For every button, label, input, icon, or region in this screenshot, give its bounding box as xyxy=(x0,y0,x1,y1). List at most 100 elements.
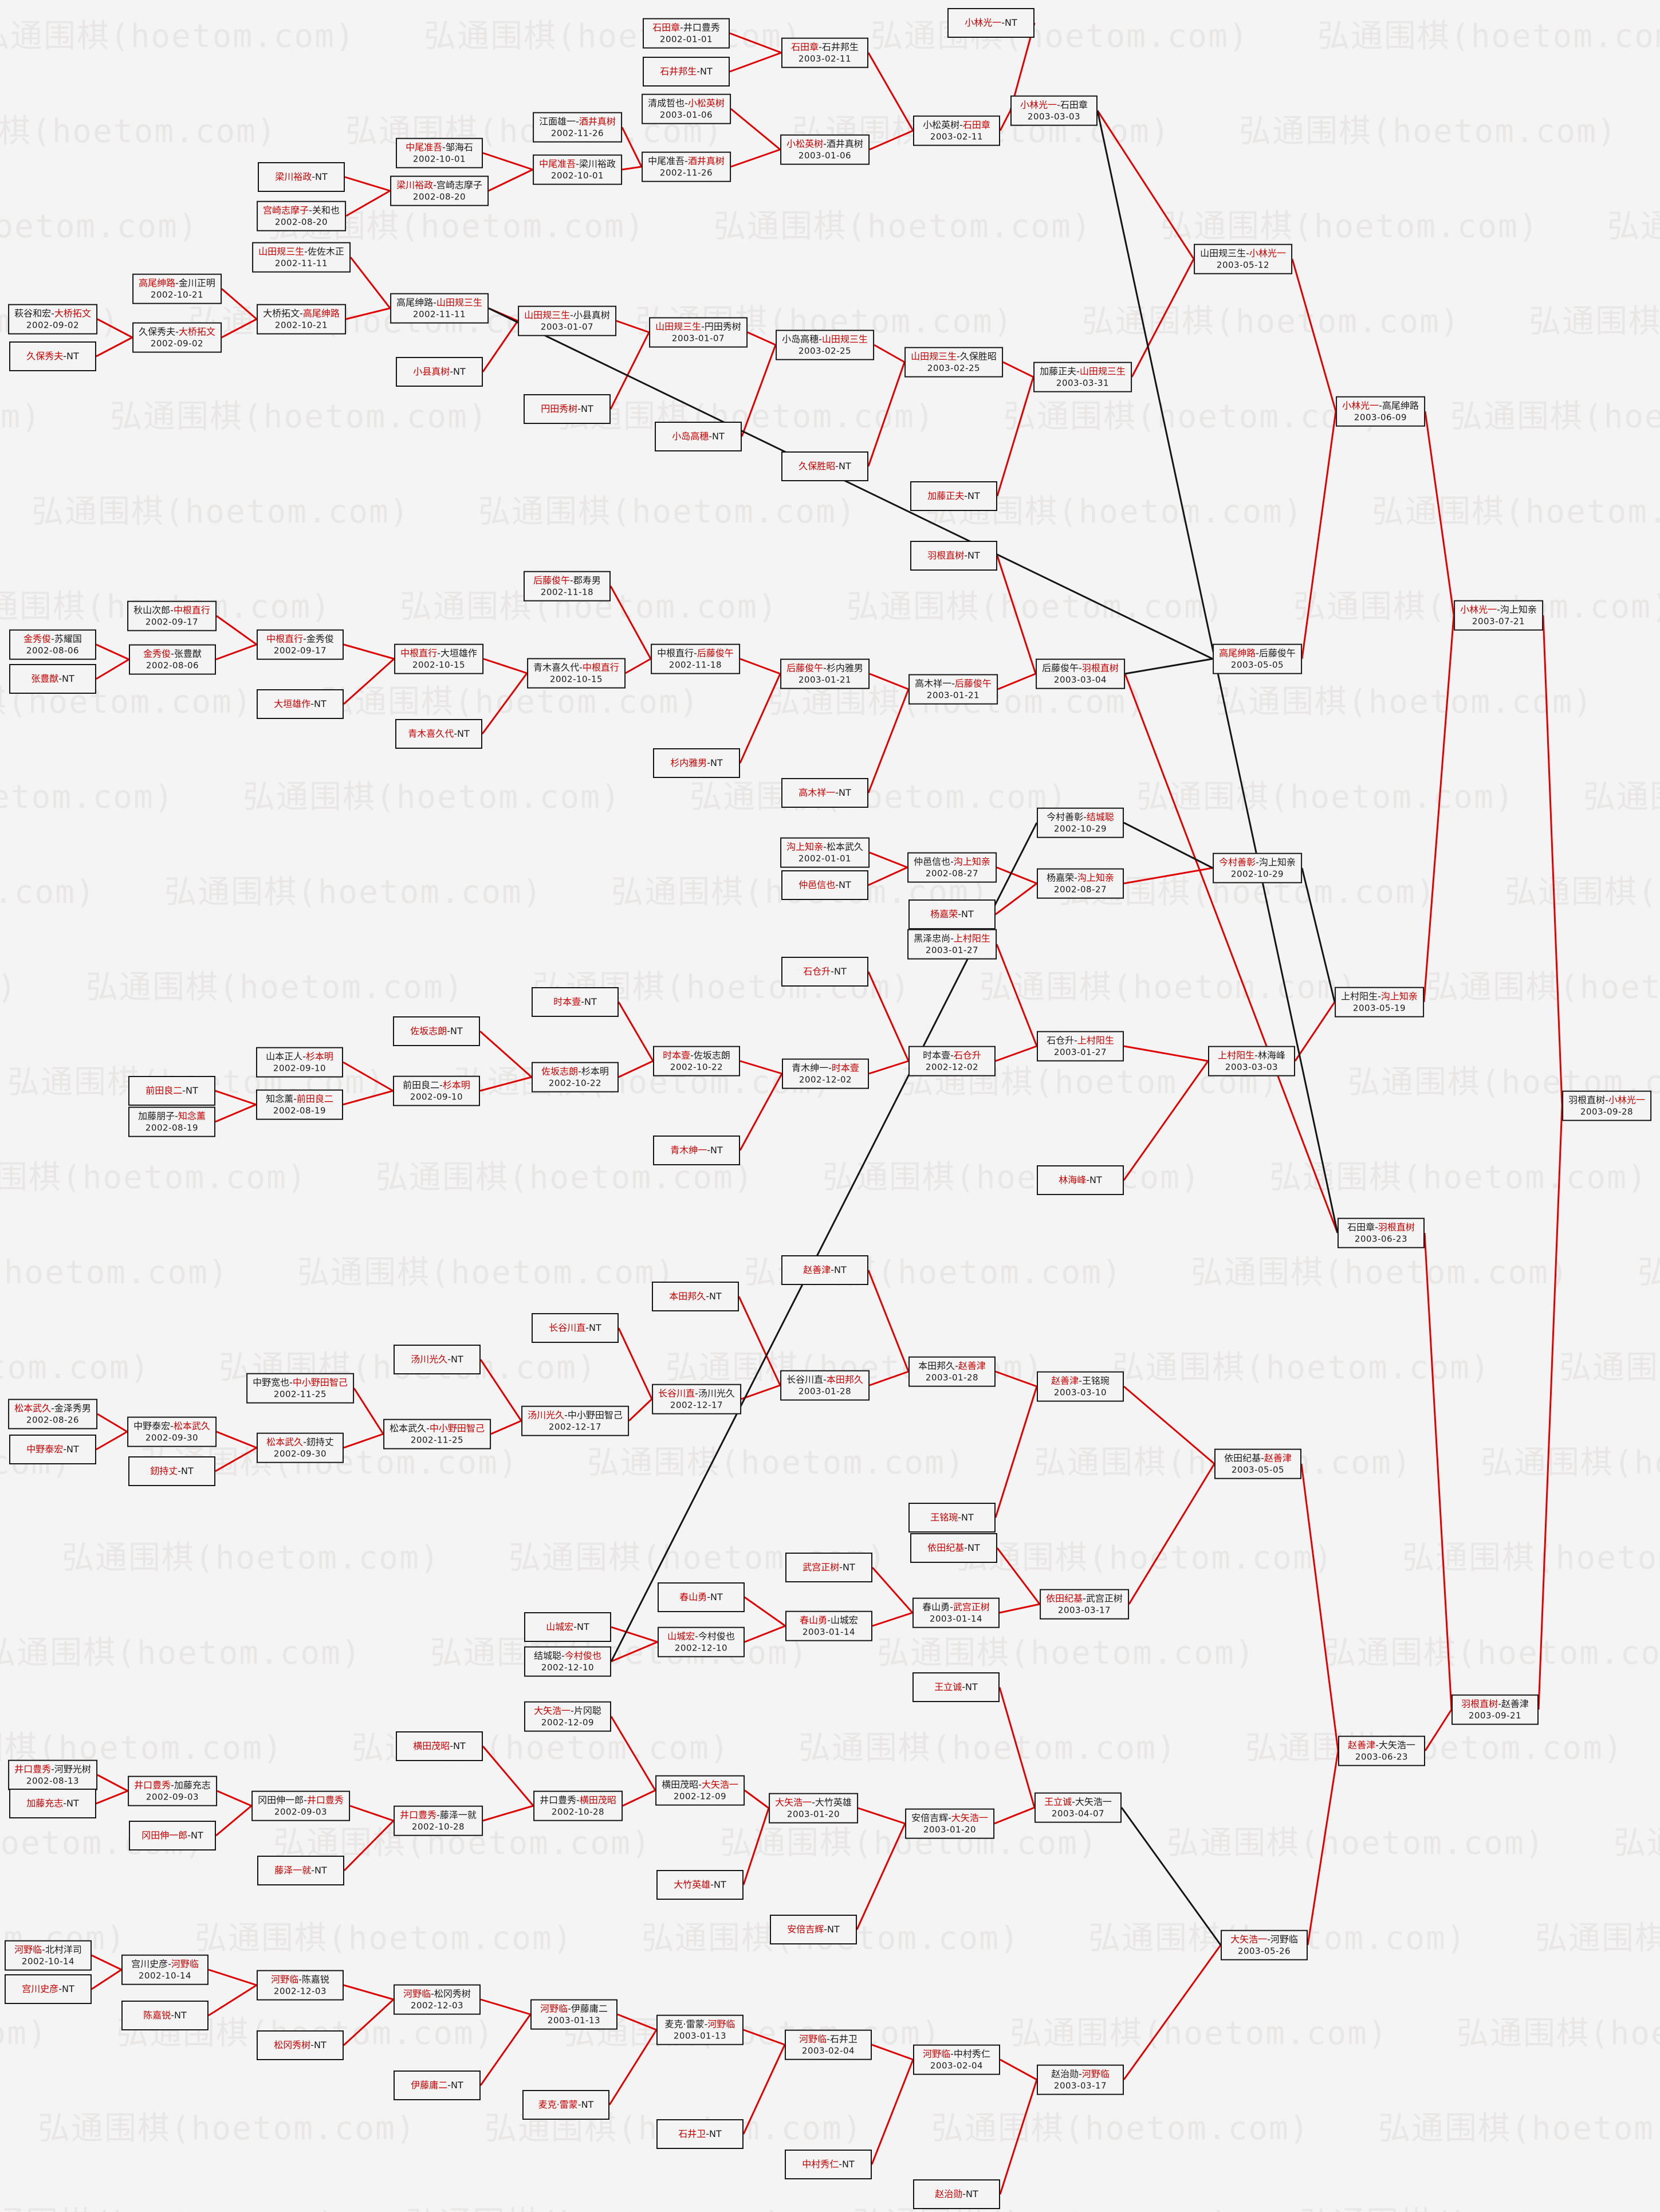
player-a: 后藤俊午 xyxy=(1042,662,1079,674)
player-a: 山田规三生 xyxy=(911,351,957,362)
match-box-n18: 萩谷和宏-大桥拓文 2002-09-02 xyxy=(8,304,97,335)
match-players: 赵治勋-NT xyxy=(935,2187,978,2201)
match-box-n53: 高尾绅路-后藤俊午 2003-05-05 xyxy=(1213,643,1302,674)
match-box-n52: 后藤俊午-羽根直树 2003-03-04 xyxy=(1036,658,1125,689)
match-players: 青木喜久代-NT xyxy=(408,727,470,740)
match-players: 小松英树-石田章 xyxy=(919,119,994,132)
player-a: 井口豊秀 xyxy=(14,1763,52,1775)
match-date: 2002-10-01 xyxy=(412,154,466,164)
vs-dash: - xyxy=(561,1650,565,1661)
vs-dash: - xyxy=(1256,856,1259,868)
match-box-n67: 山本正人-杉本明 2002-09-10 xyxy=(256,1047,343,1078)
match-box-n141: 中村秀仁-NT xyxy=(785,2150,872,2179)
connector-n52-n53-black xyxy=(1124,658,1213,675)
vs-dash: - xyxy=(63,351,67,362)
player-a: 松本武久 xyxy=(390,1423,427,1434)
player-b: 前田良二 xyxy=(296,1093,333,1105)
player-a: 青木绅一 xyxy=(792,1062,829,1074)
player-b: 武宫正树 xyxy=(1085,1593,1123,1604)
match-players: 久保秀夫-NT xyxy=(26,349,79,363)
match-players: 中根直行-金秀俊 xyxy=(263,632,337,646)
match-players: 后藤俊午-羽根直树 xyxy=(1042,662,1119,675)
match-players: 小林光一-NT xyxy=(965,16,1017,29)
player-b: 松本武久 xyxy=(173,1420,210,1432)
player-a: 中野泰宏 xyxy=(26,1444,64,1455)
connector-n115-n116-red xyxy=(96,1790,128,1805)
player-a: 清成哲也 xyxy=(648,97,685,109)
player-a: 久保秀夫 xyxy=(139,326,176,337)
watermark-text: 弘通围棋(hoetom.com) xyxy=(0,961,18,1008)
match-date: 2002-09-17 xyxy=(145,616,199,627)
vs-dash: - xyxy=(680,22,683,33)
vs-dash: - xyxy=(709,431,713,442)
player-a: 赵治勋 xyxy=(1051,2068,1079,2080)
match-date: 2002-12-03 xyxy=(410,2000,464,2011)
match-box-n30: 久保胜昭-NT xyxy=(781,451,868,481)
connector-n07-n08-red xyxy=(482,152,533,171)
player-a: 知念薰 xyxy=(266,1093,294,1105)
player-b: 井口豊秀 xyxy=(306,1794,344,1806)
match-date: 2003-03-10 xyxy=(1053,1387,1107,1398)
player-a: 江面雄一 xyxy=(539,116,576,127)
player-b: 河野临 xyxy=(1270,1934,1298,1945)
player-a: 小岛高穗 xyxy=(672,431,709,442)
player-b: 汤川光久 xyxy=(698,1388,735,1399)
player-a: 小林光一 xyxy=(1460,604,1497,615)
player-a: 赵善津 xyxy=(803,1264,831,1276)
connector-n140-n142-red xyxy=(871,2044,914,2061)
match-box-n102: 山城宏-NT xyxy=(524,1612,611,1642)
player-b: 中村秀仁 xyxy=(953,2048,990,2060)
match-box-n31: 加藤正夫-山田规三生 2003-03-31 xyxy=(1033,362,1132,392)
nt-label: NT xyxy=(66,351,79,362)
player-a: 河野临 xyxy=(403,1988,431,1999)
player-a: 金秀俊 xyxy=(23,633,52,645)
nt-label: NT xyxy=(453,1740,466,1752)
match-players: 山田规三生-円田秀树 xyxy=(655,320,741,333)
connector-n105-n106-red xyxy=(872,1612,913,1627)
player-a: 长谷川直 xyxy=(658,1388,695,1399)
player-a: 羽根直树 xyxy=(1461,1698,1498,1710)
player-a: 大矢浩一 xyxy=(534,1705,571,1716)
match-players: 河野临-松冈秀树 xyxy=(400,1987,474,2001)
match-date: 2003-03-17 xyxy=(1057,1605,1111,1616)
nt-label: NT xyxy=(1005,17,1017,29)
match-players: 冈田伸一郎-井口豊秀 xyxy=(258,1794,344,1807)
connector-n17-n21-red xyxy=(221,288,257,320)
match-date: 2003-01-27 xyxy=(1053,1047,1107,1058)
connector-n85-n91-red xyxy=(353,1388,384,1435)
match-date: 2002-12-03 xyxy=(273,1986,327,1997)
connector-n65-n66-red xyxy=(618,1060,654,1078)
player-a: 大垣雄作 xyxy=(274,698,311,710)
match-players: 依田纪基-NT xyxy=(927,1541,980,1554)
match-players: 羽根直树-赵善津 xyxy=(1458,1698,1532,1711)
nt-label: NT xyxy=(834,1264,847,1276)
vs-dash: - xyxy=(450,366,454,378)
match-date: 2002-12-10 xyxy=(674,1643,728,1653)
connector-n125-n126-red xyxy=(994,1806,1035,1825)
watermark-text: 弘通围棋(hoetom.com) xyxy=(1161,208,1539,245)
player-b: 赵善津 xyxy=(958,1360,986,1372)
watermark-text: 弘通围棋(hoetom.com) xyxy=(931,2110,1310,2147)
match-players: 王立诚-NT xyxy=(934,1680,978,1694)
match-players: 长谷川直-本田邦久 xyxy=(786,1373,863,1386)
player-a: 伊藤庸二 xyxy=(411,2080,448,2091)
vs-dash: - xyxy=(685,97,688,109)
watermark-text: 弘通围棋(hoetom.com) xyxy=(1457,2015,1660,2052)
connector-n32-n31-red xyxy=(996,376,1034,497)
vs-dash: - xyxy=(42,1944,45,1955)
match-players: 大桥拓文-高尾绅路 xyxy=(263,307,340,320)
connector-n54-n103-black xyxy=(610,822,1038,1662)
vs-dash: - xyxy=(63,1444,67,1455)
match-date: 2003-01-28 xyxy=(798,1386,852,1397)
vs-dash: - xyxy=(170,604,174,616)
connector-n116-n118-red xyxy=(217,1790,252,1807)
match-box-n24: 小县真树-NT xyxy=(396,357,483,387)
match-players: 本田邦久-NT xyxy=(669,1290,722,1303)
connector-n91-n92-red xyxy=(490,1420,522,1435)
connector-n09-n10-red xyxy=(344,176,391,192)
vs-dash: - xyxy=(439,1079,443,1091)
nt-label: NT xyxy=(967,550,980,561)
match-players: 汤川光久-中小野田智己 xyxy=(528,1409,623,1422)
match-date: 2003-05-19 xyxy=(1352,1003,1406,1013)
connector-n139-n140-red xyxy=(742,2044,786,2135)
